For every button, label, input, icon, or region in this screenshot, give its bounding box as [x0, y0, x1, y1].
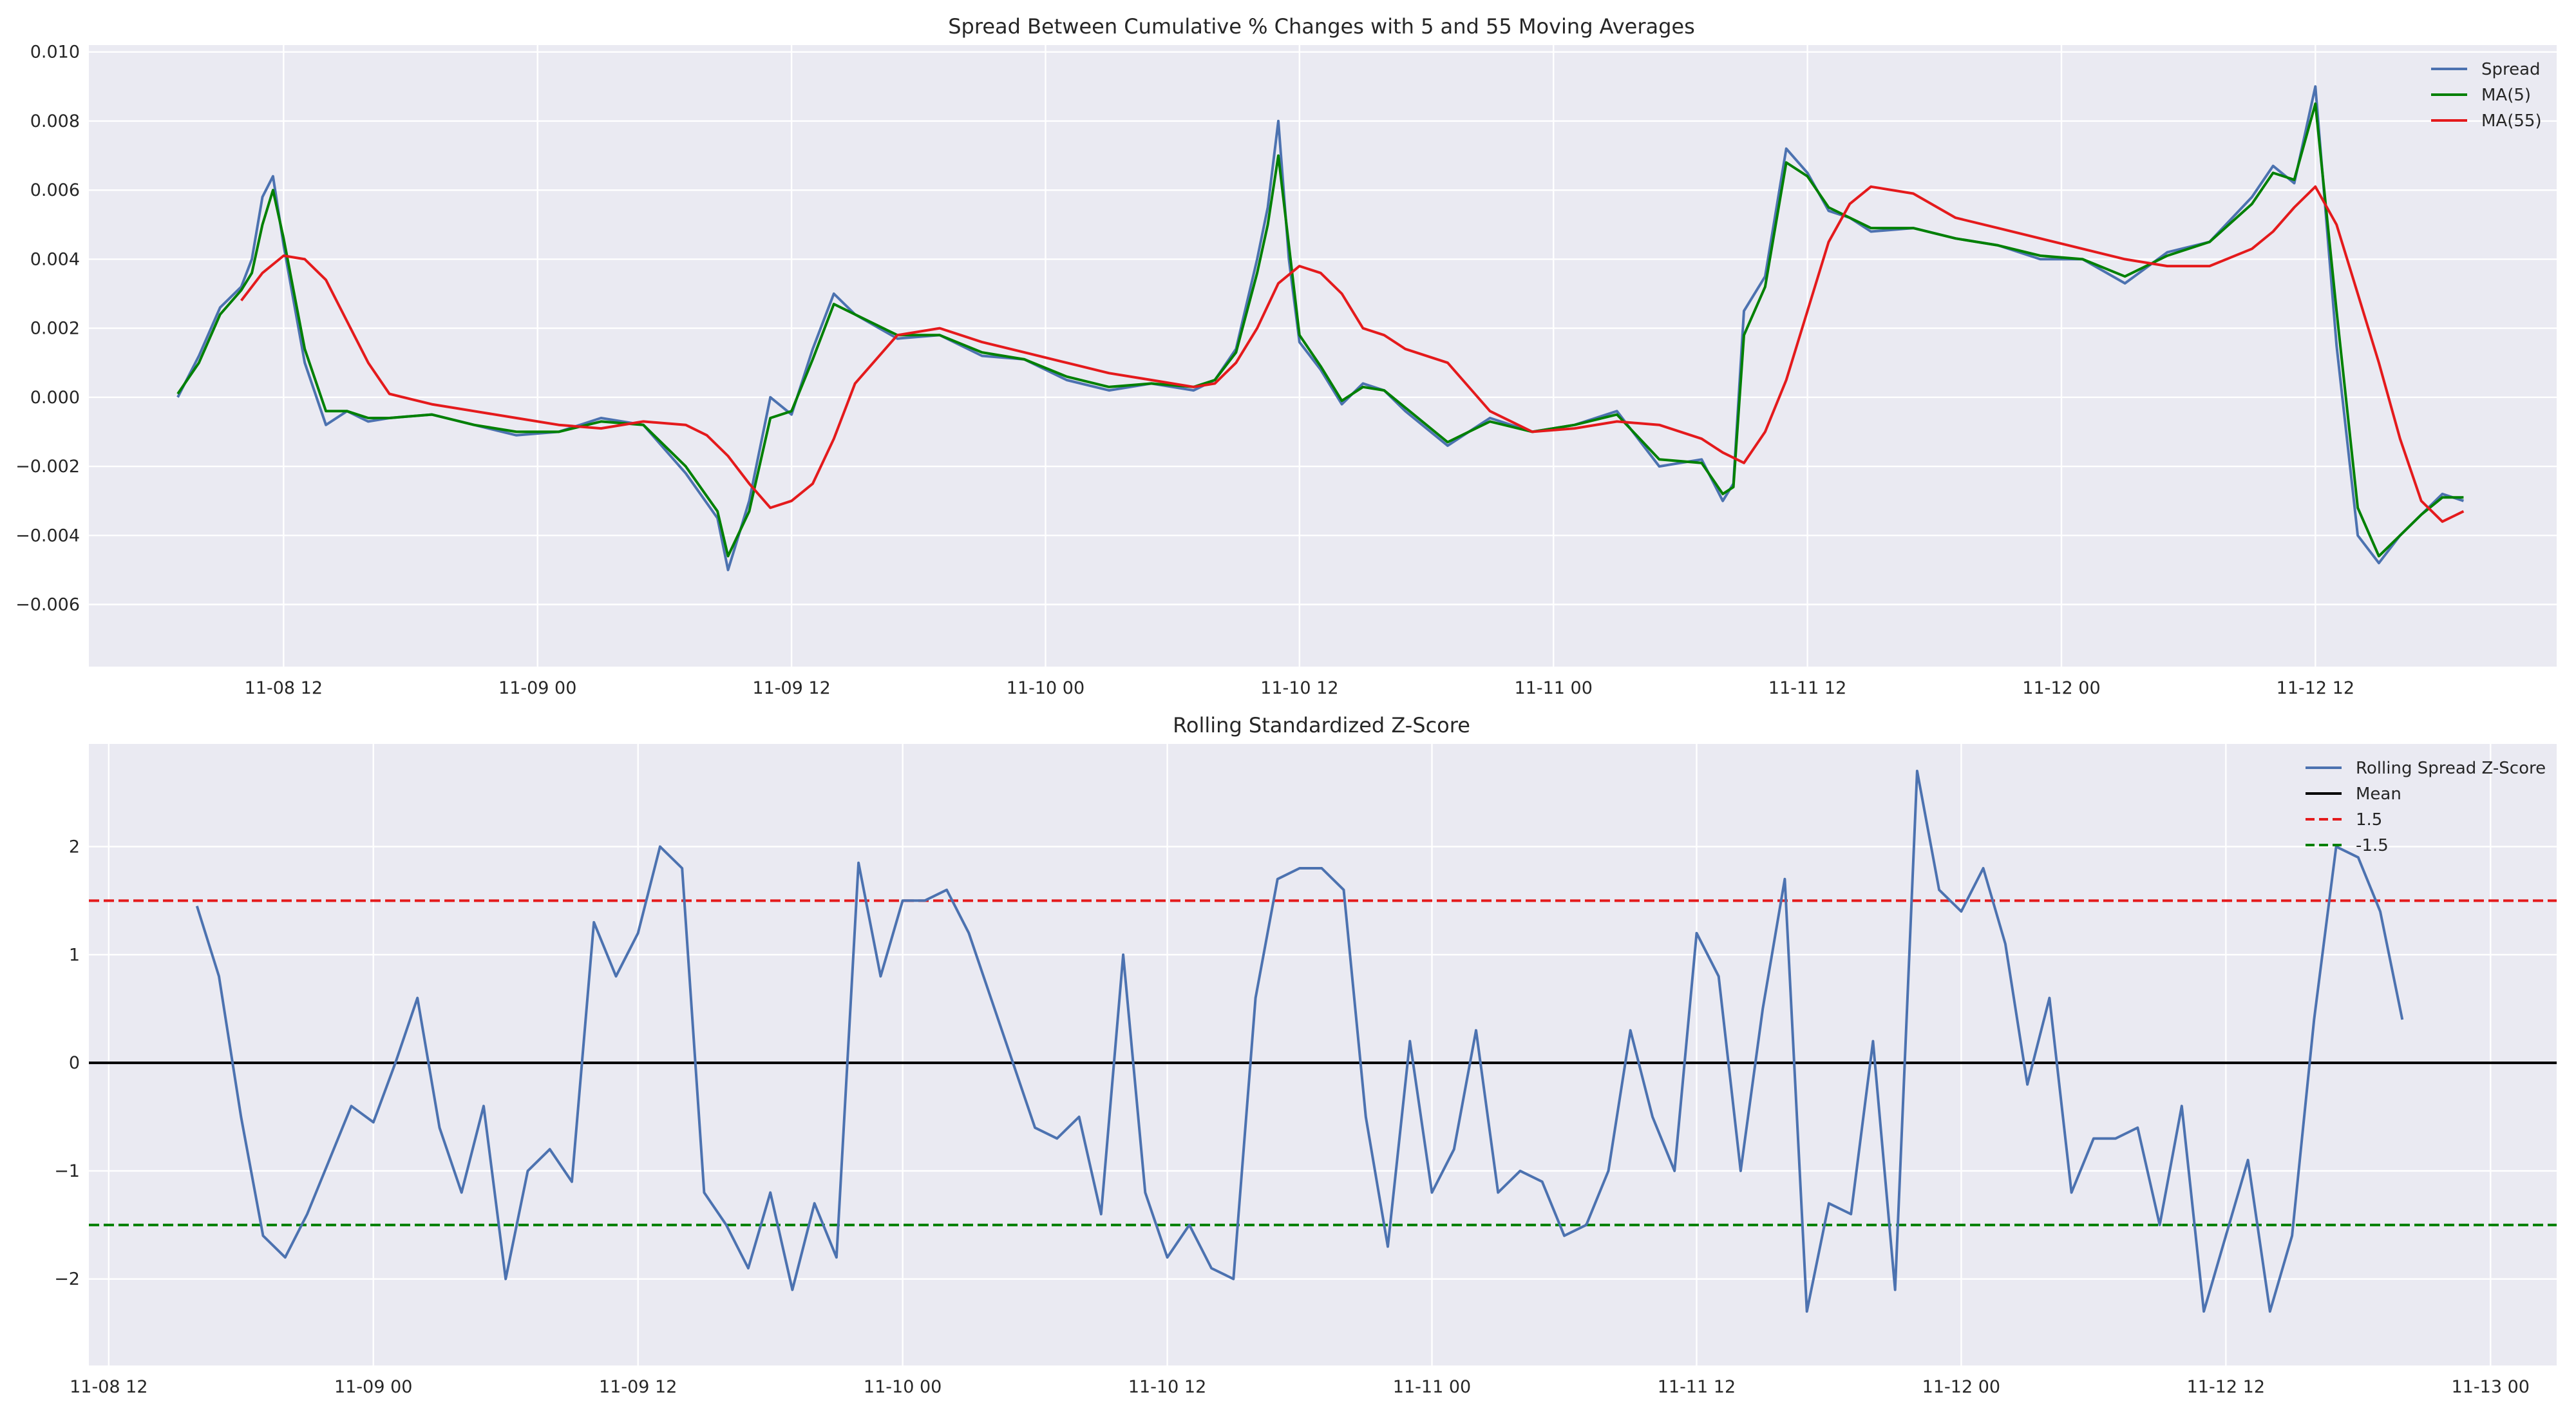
- y-tick-label: 0.004: [30, 249, 80, 269]
- y-tick-label: 0.008: [30, 111, 80, 131]
- x-tick-label: 11-11 12: [1658, 1377, 1736, 1397]
- y-tick-label: 0.002: [30, 319, 80, 339]
- y-tick-label: 0.006: [30, 180, 80, 200]
- x-tick-label: 11-12 00: [2022, 678, 2100, 698]
- legend-label: Rolling Spread Z-Score: [2356, 759, 2546, 778]
- series-line: [176, 102, 2464, 558]
- x-tick-label: 11-12 00: [1922, 1377, 2000, 1397]
- y-tick-label: −0.002: [15, 457, 80, 477]
- zscore-chart-title: Rolling Standardized Z-Score: [1173, 713, 1470, 737]
- series-line: [240, 185, 2465, 523]
- legend-label: Spread: [2481, 60, 2541, 79]
- plot-area: [89, 45, 2557, 667]
- plot-area: [89, 744, 2557, 1365]
- legend-label: 1.5: [2356, 810, 2382, 830]
- x-tick-label: 11-09 00: [498, 678, 576, 698]
- legend-label: -1.5: [2356, 836, 2389, 855]
- y-tick-label: −0.004: [15, 526, 80, 546]
- zscore-chart-panel: Rolling Standardized Z-Score −2 −1 0 1 2 11-0…: [54, 713, 2557, 1397]
- y-tick-label: 0.000: [30, 388, 80, 408]
- y-tick-label: 0.010: [30, 43, 80, 62]
- x-tick-label: 11-10 12: [1128, 1377, 1206, 1397]
- series-line: [195, 770, 2404, 1313]
- x-tick-label: 11-10 00: [1007, 678, 1084, 698]
- x-tick-label: 11-11 00: [1393, 1377, 1471, 1397]
- x-tick-label: 11-12 12: [2277, 678, 2354, 698]
- x-tick-label: 11-09 12: [752, 678, 830, 698]
- x-tick-label: 11-10 12: [1260, 678, 1338, 698]
- y-tick-label: 2: [69, 837, 80, 857]
- spread-chart-title: Spread Between Cumulative % Changes with…: [948, 14, 1695, 39]
- y-tick-label: −2: [54, 1270, 80, 1289]
- y-tick-label: 1: [69, 945, 80, 965]
- x-tick-label: 11-09 00: [334, 1377, 412, 1397]
- legend-label: MA(55): [2481, 111, 2542, 131]
- legend-label: MA(5): [2481, 86, 2531, 105]
- x-tick-label: 11-12 12: [2187, 1377, 2265, 1397]
- x-tick-label: 11-13 00: [2452, 1377, 2530, 1397]
- x-tick-label: 11-09 12: [599, 1377, 677, 1397]
- x-tick-label: 11-08 12: [245, 678, 323, 698]
- spread-chart-panel: Spread Between Cumulative % Changes with…: [15, 14, 2557, 698]
- y-tick-label: 0: [69, 1053, 80, 1073]
- y-tick-label: −0.006: [15, 595, 80, 615]
- x-tick-label: 11-11 00: [1515, 678, 1593, 698]
- x-tick-label: 11-10 00: [864, 1377, 942, 1397]
- legend-label: Mean: [2356, 785, 2401, 804]
- x-tick-label: 11-08 12: [70, 1377, 147, 1397]
- y-tick-label: −1: [54, 1161, 80, 1181]
- x-tick-label: 11-11 12: [1768, 678, 1846, 698]
